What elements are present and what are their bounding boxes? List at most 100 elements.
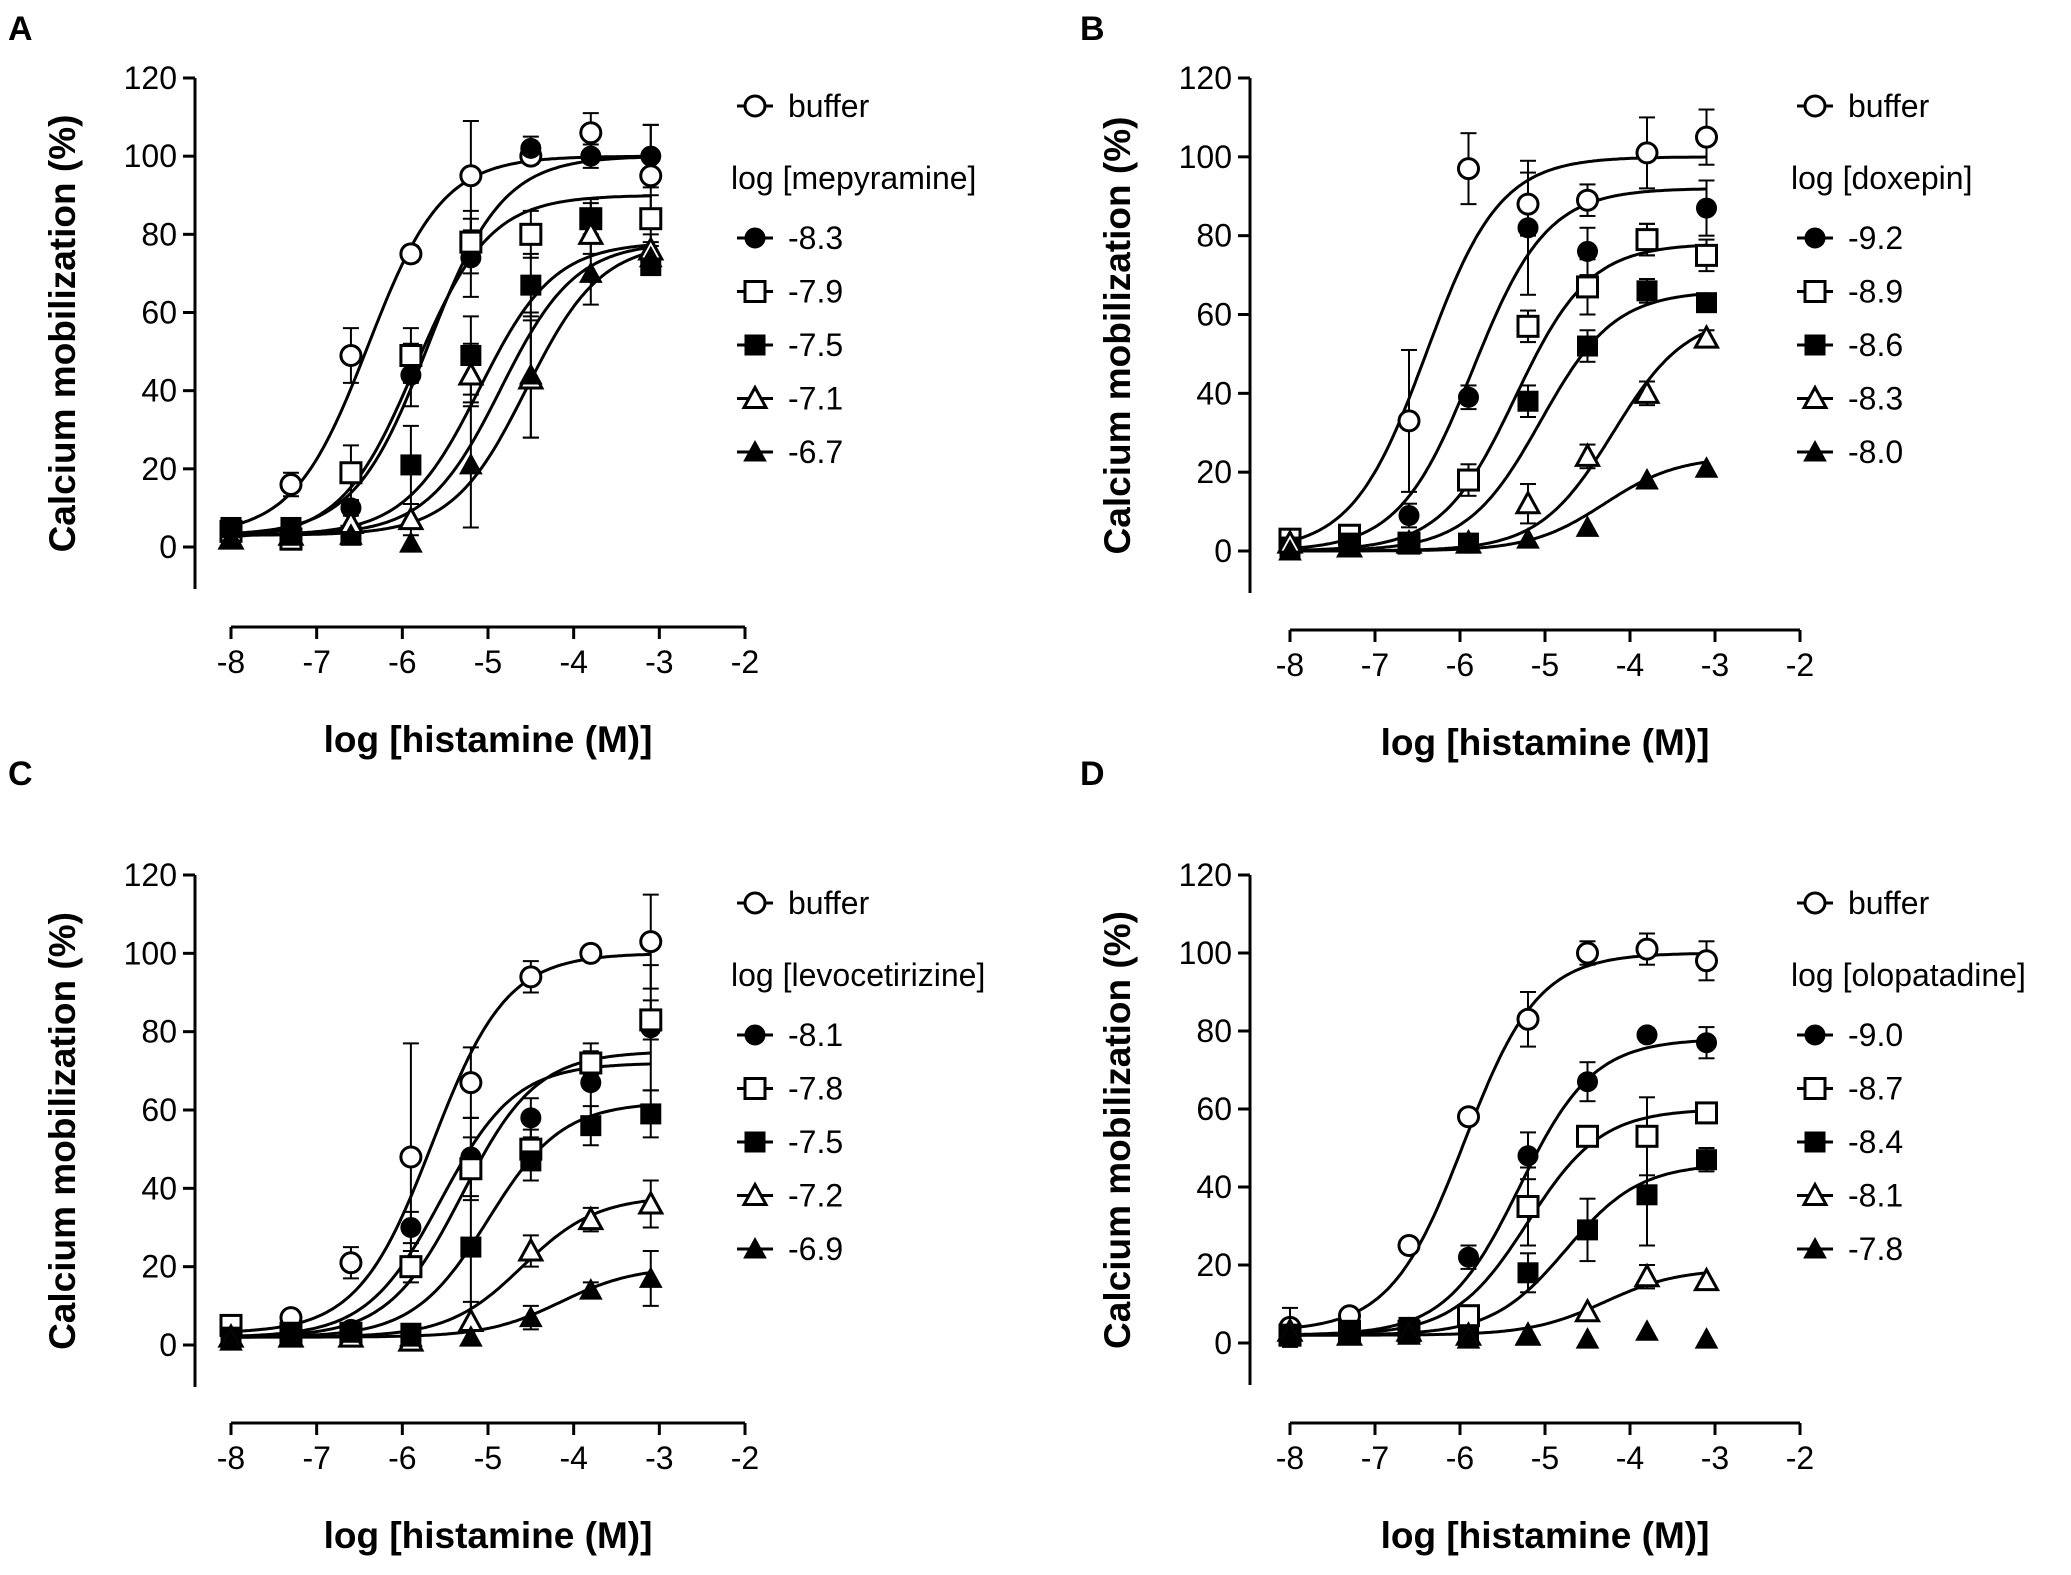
panel-a: A 0 20 40 60 80 100 120 -8 -7 -6 -5 -4 -3 -2 log [hista… (8, 10, 976, 760)
legend-marker (744, 1024, 766, 1046)
data-point-circle-filled (580, 145, 602, 167)
data-point-square-filled (1696, 1149, 1717, 1171)
x-tick-label: -7 (1361, 647, 1389, 683)
legend-label: -8.3 (788, 220, 843, 256)
x-axis-title: log [histamine (M)] (1381, 1515, 1710, 1556)
data-point-circle-filled (1577, 1071, 1598, 1093)
x-tick-label: -4 (559, 1440, 587, 1476)
data-point-square-filled (1577, 1219, 1598, 1241)
data-point-circle-open (1397, 1234, 1421, 1257)
data-point-circle-open (1695, 125, 1718, 149)
legend-marker (743, 94, 767, 118)
legend-marker (1804, 1024, 1826, 1046)
x-tick-label: -8 (1276, 647, 1304, 683)
data-point-circle-filled (520, 1107, 542, 1129)
x-tick-label: -5 (474, 644, 502, 680)
data-point-triangle-filled (1694, 456, 1719, 478)
data-point-circle-filled (400, 1217, 422, 1238)
y-axis-title: Calcium mobilization (%) (1097, 911, 1138, 1349)
data-point-triangle-filled (1456, 531, 1481, 553)
legend-label: buffer (788, 885, 870, 921)
data-point-circle-open (1457, 1105, 1480, 1129)
data-point-circle-open (279, 472, 303, 496)
legend-label: -8.0 (1848, 434, 1903, 470)
legend-marker (1803, 94, 1827, 118)
y-axis-title: Calcium mobilization (%) (42, 912, 83, 1350)
data-point-circle-open (1576, 188, 1599, 212)
data-point-circle-filled (400, 364, 422, 386)
legend-label: buffer (788, 88, 870, 124)
data-point-circle-filled (640, 145, 662, 167)
legend-marker (1804, 334, 1826, 356)
data-point-triangle-filled (578, 261, 603, 283)
x-tick-label: -3 (645, 644, 673, 680)
y-tick-label: 120 (124, 857, 177, 893)
data-point-triangle-filled (1337, 1323, 1362, 1345)
x-tick-label: -2 (731, 644, 759, 680)
legend-title: log [mepyramine] (731, 160, 976, 196)
data-point-triangle-open (1633, 1262, 1661, 1288)
data-point-square-filled (1517, 1262, 1539, 1284)
data-point-triangle-filled (638, 1266, 663, 1288)
data-point-triangle-open (1692, 1266, 1721, 1292)
fit-curve-3 (1290, 292, 1707, 553)
legend-label: -8.1 (1848, 1178, 1903, 1214)
legend-label: -7.8 (1848, 1231, 1903, 1267)
legend-marker (1803, 891, 1827, 915)
legend-title: log [levocetirizine] (731, 957, 985, 993)
data-point-circle-open (459, 1071, 483, 1095)
x-axis-title: log [histamine (M)] (324, 1515, 653, 1556)
y-tick-label: 60 (1196, 297, 1232, 333)
data-point-triangle-filled (399, 1325, 423, 1347)
data-point-square-open (1576, 275, 1599, 299)
data-point-square-filled (1636, 1184, 1658, 1206)
data-point-circle-filled (1577, 240, 1598, 262)
legend-marker (744, 227, 766, 249)
y-tick-label: 60 (1196, 1091, 1232, 1127)
legend-label: buffer (1848, 88, 1930, 124)
data-point-square-open (639, 1008, 663, 1032)
panel-d: D 0 20 40 60 80 100 120 -8 -7 -6 -5 -4 -3 -2 log [hista… (1080, 755, 2026, 1556)
legend-label: -9.2 (1848, 220, 1903, 256)
legend-marker (1803, 1077, 1827, 1100)
legend-marker (1803, 439, 1827, 462)
x-tick-label: -5 (1531, 647, 1559, 683)
data-point-square-open (519, 222, 543, 246)
legend-label: -8.1 (788, 1017, 843, 1053)
data-point-square-open (1695, 243, 1718, 267)
fit-curve-4 (1290, 330, 1708, 553)
data-point-triangle-open (1633, 379, 1661, 404)
data-point-square-open (459, 1157, 483, 1181)
y-tick-label: 120 (1179, 857, 1232, 893)
panel-letter: B (1080, 10, 1105, 48)
y-tick-label: 20 (1196, 1247, 1232, 1283)
data-point-triangle-filled (518, 1305, 543, 1328)
data-point-circle-open (1397, 409, 1421, 433)
y-tick-label: 60 (141, 295, 177, 331)
data-point-square-open (1576, 1124, 1599, 1148)
legend-marker (1803, 1236, 1827, 1259)
data-point-triangle-filled (1397, 1323, 1421, 1345)
data-point-triangle-filled (1516, 1323, 1540, 1345)
legend-label: -6.9 (788, 1231, 843, 1267)
data-point-triangle-open (637, 1189, 665, 1215)
data-point-triangle-filled (459, 452, 483, 475)
data-point-triangle-open (577, 1205, 605, 1231)
x-tick-label: -6 (1446, 647, 1474, 683)
y-tick-label: 40 (1196, 1169, 1232, 1205)
data-point-circle-filled (1398, 505, 1420, 527)
y-tick-label: 40 (141, 1170, 177, 1206)
data-point-triangle-filled (339, 1321, 363, 1343)
data-point-circle-open (459, 164, 483, 188)
legend-marker (1803, 280, 1827, 303)
data-point-triangle-filled (1516, 527, 1540, 549)
data-point-circle-filled (1517, 217, 1539, 239)
x-tick-label: -2 (1786, 1440, 1814, 1476)
legend-label: -8.4 (1848, 1124, 1903, 1160)
data-point-triangle-filled (219, 527, 243, 549)
y-tick-label: 100 (124, 935, 177, 971)
data-point-triangle-filled (1694, 1327, 1719, 1349)
panel-letter: C (8, 755, 33, 793)
x-tick-label: -5 (474, 1440, 502, 1476)
